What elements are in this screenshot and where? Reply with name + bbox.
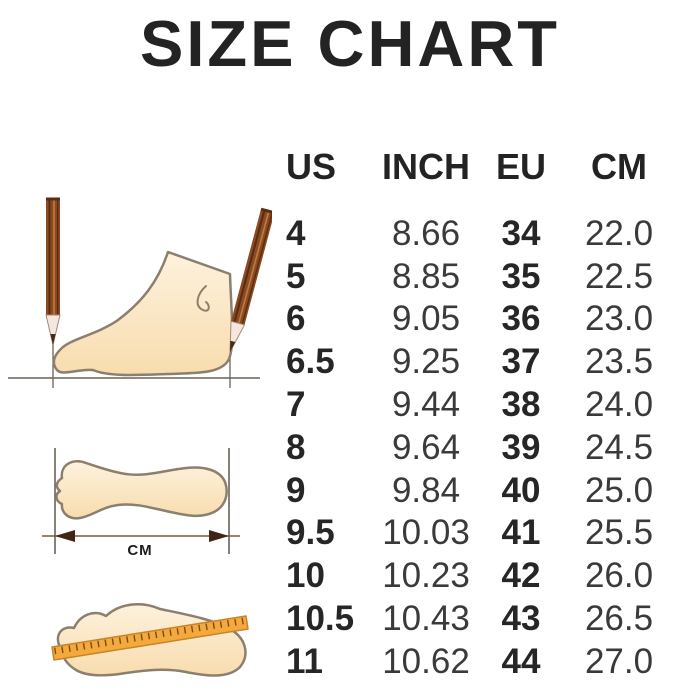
table-cell: 5 (286, 256, 306, 296)
table-header-row: US INCH EU CM (283, 143, 677, 190)
table-row: 8 9.64 39 24.5 (283, 426, 677, 469)
table-cell: 8.66 (391, 213, 461, 253)
table-cell: 44 (501, 641, 541, 681)
table-cell: 24.0 (584, 385, 654, 425)
table-cell: 9.84 (391, 470, 461, 510)
footprint-shape (55, 460, 228, 520)
page-title: SIZE CHART (140, 7, 560, 80)
column-header-us: US (286, 145, 337, 187)
size-table-body: 4 8.66 34 22.0 5 8.85 35 22.5 6 9.05 36 23.0 6.5 9.25… (283, 212, 677, 683)
table-cell: 22.5 (584, 256, 654, 296)
table-cell: 23.5 (584, 342, 654, 382)
column-header-cm: CM (591, 145, 647, 187)
cm-label: CM (127, 542, 152, 559)
table-cell: 26.0 (584, 556, 654, 596)
size-table: US INCH EU CM 4 8.66 34 22.0 5 8.85 35 22.5 6 9.0… (283, 143, 677, 683)
foot-side-shape (52, 250, 234, 377)
table-cell: 36 (501, 299, 541, 339)
table-cell: 10.43 (382, 599, 470, 639)
table-row: 4 8.66 34 22.0 (283, 212, 677, 255)
table-cell: 9.64 (391, 427, 461, 467)
table-cell: 10.03 (382, 513, 470, 553)
column-header-inch: INCH (382, 145, 470, 187)
footprint-with-ruler-icon (51, 603, 249, 677)
table-row: 9 9.84 40 25.0 (283, 469, 677, 512)
table-cell: 9.5 (286, 513, 335, 553)
table-cell: 42 (501, 556, 541, 596)
table-cell: 9.05 (391, 299, 461, 339)
table-cell: 39 (501, 427, 541, 467)
table-cell: 27.0 (584, 641, 654, 681)
table-cell: 43 (501, 599, 541, 639)
table-cell: 22.0 (584, 213, 654, 253)
table-cell: 40 (501, 470, 541, 510)
table-cell: 9 (286, 470, 306, 510)
table-cell: 26.5 (584, 599, 654, 639)
table-cell: 11 (286, 641, 323, 681)
table-row: 10.5 10.43 43 26.5 (283, 597, 677, 640)
table-cell: 23.0 (584, 299, 654, 339)
table-cell: 34 (501, 213, 541, 253)
table-cell: 6 (286, 299, 306, 339)
table-cell: 4 (286, 213, 306, 253)
table-cell: 41 (501, 513, 541, 553)
column-header-eu: EU (495, 145, 546, 187)
table-cell: 8.85 (391, 256, 461, 296)
table-cell: 9.25 (391, 342, 461, 382)
table-cell: 25.0 (584, 470, 654, 510)
left-pencil-icon (44, 197, 62, 347)
table-cell: 25.5 (584, 513, 654, 553)
table-cell: 7 (286, 385, 306, 425)
foot-side-with-pencils-icon (8, 197, 272, 388)
table-cell: 9.44 (391, 385, 461, 425)
footprint-length-arrow-icon: CM (42, 448, 240, 559)
table-cell: 35 (501, 256, 541, 296)
table-cell: 8 (286, 427, 306, 467)
table-row: 7 9.44 38 24.0 (283, 383, 677, 426)
table-cell: 10 (286, 556, 325, 596)
table-cell: 38 (501, 385, 541, 425)
table-row: 9.5 10.03 41 25.5 (283, 512, 677, 555)
table-cell: 10.5 (286, 599, 355, 639)
table-row: 5 8.85 35 22.5 (283, 255, 677, 298)
table-cell: 10.23 (382, 556, 470, 596)
ankle-detail (196, 285, 210, 312)
table-row: 6.5 9.25 37 23.5 (283, 340, 677, 383)
arrow-head-right (209, 530, 229, 542)
table-cell: 10.62 (382, 641, 470, 681)
table-cell: 37 (501, 342, 541, 382)
table-cell: 6.5 (286, 342, 335, 382)
table-cell: 24.5 (584, 427, 654, 467)
table-row: 6 9.05 36 23.0 (283, 298, 677, 341)
arrow-head-left (55, 530, 75, 542)
table-row: 11 10.62 44 27.0 (283, 640, 677, 683)
table-row: 10 10.23 42 26.0 (283, 554, 677, 597)
